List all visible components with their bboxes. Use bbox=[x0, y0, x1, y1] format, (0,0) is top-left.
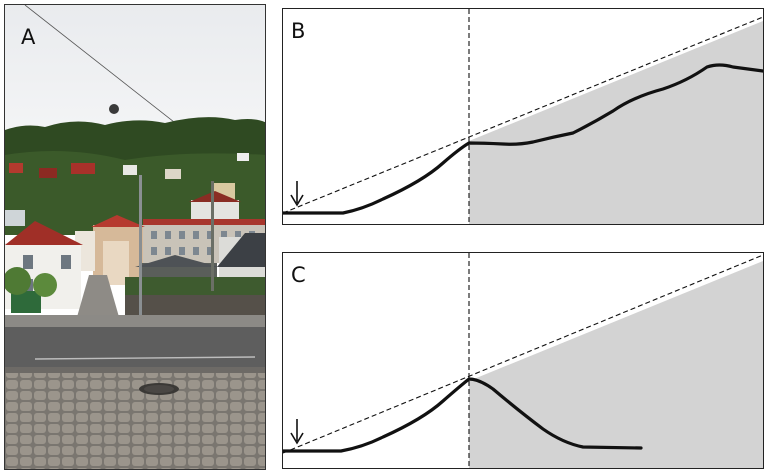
hanging-lamp bbox=[109, 104, 119, 114]
house bbox=[9, 163, 23, 173]
panel-a: A bbox=[4, 4, 266, 470]
reference-diagonal bbox=[283, 254, 763, 454]
panel-a-label: A bbox=[21, 25, 36, 49]
house bbox=[5, 210, 25, 226]
side-street bbox=[77, 275, 119, 317]
house bbox=[39, 168, 57, 178]
lamp-post bbox=[139, 175, 142, 315]
sidewalk bbox=[5, 315, 265, 329]
panel-c: C bbox=[282, 252, 764, 469]
road bbox=[5, 327, 265, 369]
house bbox=[71, 163, 95, 174]
panel-c-label: C bbox=[291, 263, 306, 287]
down-arrow-icon bbox=[290, 181, 304, 207]
street-photo bbox=[5, 5, 265, 469]
house bbox=[237, 153, 249, 161]
house bbox=[123, 165, 137, 175]
trajectory-curve bbox=[283, 377, 643, 453]
diagram-c bbox=[283, 253, 763, 468]
diagram-b bbox=[283, 9, 763, 224]
panel-b-label: B bbox=[291, 19, 306, 43]
reference-diagonal bbox=[283, 16, 763, 214]
sky bbox=[5, 5, 265, 140]
cobblestone-pavement bbox=[5, 373, 265, 469]
panel-b: B bbox=[282, 8, 764, 225]
stone-wall bbox=[125, 295, 265, 317]
hedge bbox=[125, 277, 265, 299]
shaded-region bbox=[469, 261, 763, 468]
shaded-region bbox=[469, 21, 763, 224]
house bbox=[165, 169, 181, 179]
trajectory-curve bbox=[283, 63, 763, 215]
down-arrow-icon bbox=[290, 419, 304, 445]
